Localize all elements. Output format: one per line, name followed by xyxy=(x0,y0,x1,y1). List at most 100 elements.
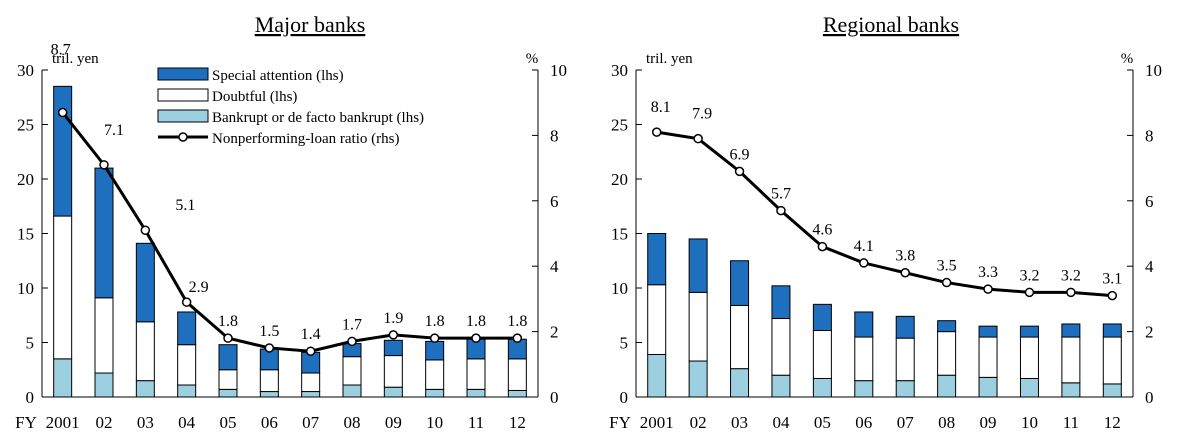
p1-ratio-point xyxy=(1066,287,1076,298)
p0-bar-bankrupt xyxy=(466,388,486,398)
p0-bar-special-attention xyxy=(94,167,114,299)
p1-ratio-point xyxy=(941,277,952,288)
p1-x-tick-label: 07 xyxy=(897,413,915,432)
p1-bar-doubtful xyxy=(1019,336,1039,379)
p0-bar-doubtful xyxy=(466,358,486,390)
p1-ratio-data-label: 4.6 xyxy=(812,222,832,239)
p1-x-tick-label: 06 xyxy=(855,413,872,432)
p1-bar-bankrupt xyxy=(895,380,915,398)
p0-ratio-data-label: 1.4 xyxy=(301,326,321,343)
p1-left-tick-label: 25 xyxy=(611,116,628,135)
p1-ratio-data-label: 3.1 xyxy=(1102,271,1122,288)
p0-ratio-point xyxy=(388,330,399,340)
p0-bar-bankrupt xyxy=(507,389,527,398)
p0-bar-bankrupt xyxy=(301,391,321,398)
legend-special-swatch xyxy=(157,67,209,81)
p1-right-tick-label: 8 xyxy=(1145,126,1154,145)
legend-doubtful-swatch xyxy=(157,88,209,102)
p0-right-tick-label: 6 xyxy=(550,192,559,211)
p1-right-axis-unit: % xyxy=(1121,51,1134,67)
p0-bar-special-attention xyxy=(135,242,155,323)
p1-ratio-data-label: 3.2 xyxy=(1019,267,1039,284)
p1-ratio-point xyxy=(983,284,993,294)
p0-ratio-point xyxy=(471,333,481,343)
p1-bar-special-attention xyxy=(812,303,832,332)
p1-bar-bankrupt xyxy=(812,377,832,398)
p0-bar-doubtful xyxy=(218,369,238,390)
p0-x-tick-label: 11 xyxy=(468,413,484,432)
p0-left-tick-label: 15 xyxy=(17,225,34,244)
p1-ratio-point xyxy=(1024,287,1035,298)
legend-bankrupt-swatch xyxy=(157,109,209,123)
p0-x-axis-prefix: FY xyxy=(15,413,37,432)
p0-ratio-point xyxy=(140,225,151,235)
p1-bar-bankrupt xyxy=(730,368,750,398)
p0-x-tick-label: 12 xyxy=(509,413,526,432)
p1-bar-bankrupt xyxy=(647,353,667,398)
p0-right-tick-label: 2 xyxy=(550,323,559,342)
p1-right-tick-label: 10 xyxy=(1145,61,1162,80)
p1-ratio-point xyxy=(1107,290,1118,301)
p1-x-tick-label: 05 xyxy=(814,413,831,432)
p1-x-tick-label: 2001 xyxy=(640,413,674,432)
p1-bar-doubtful xyxy=(854,336,874,382)
p1-x-tick-label: 04 xyxy=(772,413,790,432)
p1-ratio-data-label: 3.8 xyxy=(895,248,915,265)
p0-ratio-point xyxy=(264,343,275,353)
p1-x-tick-label: 03 xyxy=(731,413,748,432)
p0-right-axis-unit: % xyxy=(526,51,539,67)
p0-bar-bankrupt xyxy=(94,372,114,398)
legend-ratio-marker xyxy=(178,132,188,142)
p1-right-tick-label: 6 xyxy=(1145,192,1154,211)
p0-bar-doubtful xyxy=(94,297,114,374)
p1-bar-bankrupt xyxy=(1102,383,1122,398)
p0-bar-doubtful xyxy=(425,359,445,390)
legend-ratio-label: Nonperforming-loan ratio (rhs) xyxy=(212,131,399,147)
p0-left-tick-label: 20 xyxy=(17,170,34,189)
p1-bar-special-attention xyxy=(1102,323,1122,338)
p0-ratio-point xyxy=(305,346,316,356)
p0-bar-bankrupt xyxy=(177,384,197,398)
p1-ratio-data-label: 4.1 xyxy=(854,238,874,255)
p0-x-tick-label: 05 xyxy=(220,413,237,432)
p0-ratio-data-label: 1.5 xyxy=(259,323,279,340)
p1-chart-title: Regional banks xyxy=(823,12,959,37)
p1-bar-special-attention xyxy=(854,311,874,338)
p0-right-tick-label: 4 xyxy=(550,257,559,276)
p1-ratio-point xyxy=(859,258,869,268)
p1-left-tick-label: 20 xyxy=(611,170,628,189)
p0-ratio-point xyxy=(99,160,109,170)
p1-x-tick-label: 09 xyxy=(980,413,997,432)
p0-bar-doubtful xyxy=(342,356,362,386)
p0-bar-special-attention xyxy=(425,340,445,361)
p1-bar-special-attention xyxy=(937,320,957,333)
p0-bar-special-attention xyxy=(177,311,197,346)
p0-x-tick-label: 03 xyxy=(137,413,154,432)
p0-bar-special-attention xyxy=(383,339,403,357)
p0-ratio-data-label: 1.8 xyxy=(425,313,445,330)
legend-special-label: Special attention (lhs) xyxy=(212,68,344,84)
p1-bar-special-attention xyxy=(688,238,708,293)
p0-right-tick-label: 10 xyxy=(550,61,567,80)
p1-ratio-point xyxy=(817,241,828,252)
p1-bar-doubtful xyxy=(812,330,832,379)
p1-x-tick-label: 08 xyxy=(938,413,955,432)
p1-ratio-data-label: 6.9 xyxy=(730,146,750,163)
p1-left-tick-label: 10 xyxy=(611,279,628,298)
p1-ratio-data-label: 3.2 xyxy=(1061,267,1081,284)
p0-ratio-point xyxy=(347,336,357,347)
legend-doubtful-label: Doubtful (lhs) xyxy=(212,89,297,105)
p0-bar-doubtful xyxy=(301,372,321,393)
p0-x-tick-label: 2001 xyxy=(46,413,80,432)
p1-bar-special-attention xyxy=(978,325,998,338)
p0-ratio-point xyxy=(512,333,523,343)
p0-bar-doubtful xyxy=(259,369,279,393)
p1-left-tick-label: 15 xyxy=(611,225,628,244)
p1-bar-doubtful xyxy=(771,318,791,376)
p0-bar-doubtful xyxy=(53,215,73,360)
p0-ratio-data-label: 1.7 xyxy=(342,316,362,333)
p0-ratio-point xyxy=(429,333,440,343)
p1-ratio-data-label: 3.5 xyxy=(937,258,957,275)
p0-ratio-point xyxy=(223,333,233,343)
p0-x-tick-label: 04 xyxy=(178,413,196,432)
